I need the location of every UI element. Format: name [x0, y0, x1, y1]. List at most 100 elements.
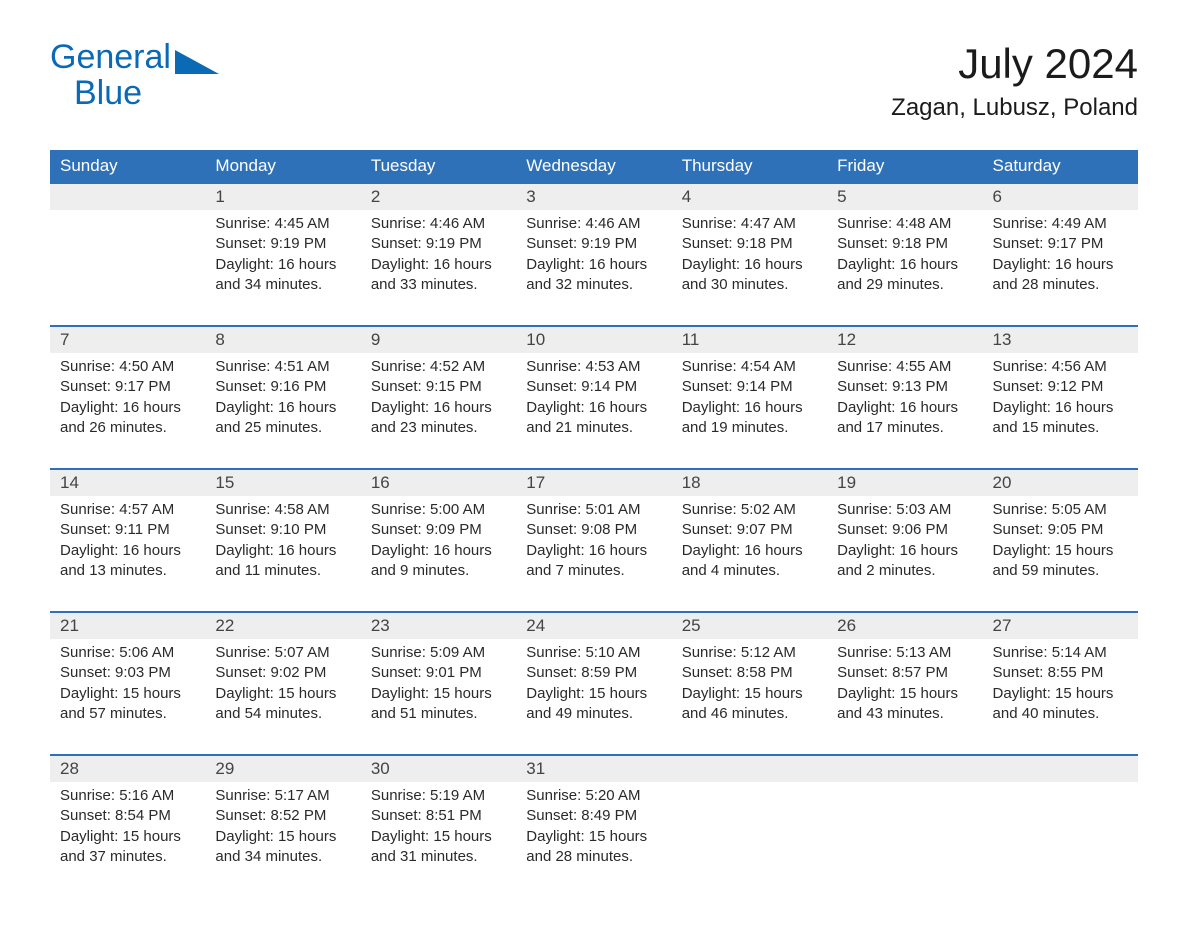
- sunrise-text: Sunrise: 4:53 AM: [526, 357, 661, 377]
- day-header: Monday: [205, 150, 360, 183]
- day-number: 16: [361, 469, 516, 496]
- day-number: 18: [672, 469, 827, 496]
- sunset-text: Sunset: 9:07 PM: [682, 520, 817, 540]
- daylight1-text: Daylight: 15 hours: [682, 684, 817, 704]
- daylight2-text: and 34 minutes.: [215, 275, 350, 295]
- sunrise-text: Sunrise: 4:52 AM: [371, 357, 506, 377]
- daylight2-text: and 28 minutes.: [993, 275, 1128, 295]
- sunset-text: Sunset: 9:19 PM: [215, 234, 350, 254]
- calendar-header-row: Sunday Monday Tuesday Wednesday Thursday…: [50, 150, 1138, 183]
- daylight1-text: Daylight: 16 hours: [682, 541, 817, 561]
- daylight1-text: Daylight: 16 hours: [371, 541, 506, 561]
- daylight2-text: and 23 minutes.: [371, 418, 506, 438]
- content-row: Sunrise: 5:16 AMSunset: 8:54 PMDaylight:…: [50, 782, 1138, 897]
- sunset-text: Sunset: 9:19 PM: [526, 234, 661, 254]
- day-cell: [983, 782, 1138, 897]
- logo-triangle-icon: [175, 44, 219, 74]
- daylight2-text: and 25 minutes.: [215, 418, 350, 438]
- sunset-text: Sunset: 8:52 PM: [215, 806, 350, 826]
- daylight1-text: Daylight: 15 hours: [215, 827, 350, 847]
- sunset-text: Sunset: 8:49 PM: [526, 806, 661, 826]
- sunrise-text: Sunrise: 4:57 AM: [60, 500, 195, 520]
- sunset-text: Sunset: 8:55 PM: [993, 663, 1128, 683]
- sunrise-text: Sunrise: 4:50 AM: [60, 357, 195, 377]
- daylight2-text: and 34 minutes.: [215, 847, 350, 867]
- day-number: 20: [983, 469, 1138, 496]
- day-number: 30: [361, 755, 516, 782]
- sunrise-text: Sunrise: 4:49 AM: [993, 214, 1128, 234]
- day-cell: [672, 782, 827, 897]
- day-number: 7: [50, 326, 205, 353]
- daylight2-text: and 9 minutes.: [371, 561, 506, 581]
- sunset-text: Sunset: 9:01 PM: [371, 663, 506, 683]
- day-cell: Sunrise: 4:49 AMSunset: 9:17 PMDaylight:…: [983, 210, 1138, 326]
- daylight2-text: and 4 minutes.: [682, 561, 817, 581]
- content-row: Sunrise: 4:45 AMSunset: 9:19 PMDaylight:…: [50, 210, 1138, 326]
- day-cell: Sunrise: 4:57 AMSunset: 9:11 PMDaylight:…: [50, 496, 205, 612]
- content-row: Sunrise: 4:57 AMSunset: 9:11 PMDaylight:…: [50, 496, 1138, 612]
- daylight1-text: Daylight: 16 hours: [837, 255, 972, 275]
- daylight2-text: and 54 minutes.: [215, 704, 350, 724]
- daylight2-text: and 19 minutes.: [682, 418, 817, 438]
- sunset-text: Sunset: 9:09 PM: [371, 520, 506, 540]
- day-cell: Sunrise: 4:48 AMSunset: 9:18 PMDaylight:…: [827, 210, 982, 326]
- day-number: 28: [50, 755, 205, 782]
- daylight2-text: and 21 minutes.: [526, 418, 661, 438]
- day-cell: Sunrise: 5:12 AMSunset: 8:58 PMDaylight:…: [672, 639, 827, 755]
- sunset-text: Sunset: 8:51 PM: [371, 806, 506, 826]
- sunrise-text: Sunrise: 5:20 AM: [526, 786, 661, 806]
- day-number: 23: [361, 612, 516, 639]
- daylight1-text: Daylight: 16 hours: [60, 541, 195, 561]
- daylight1-text: Daylight: 16 hours: [682, 398, 817, 418]
- sunrise-text: Sunrise: 4:55 AM: [837, 357, 972, 377]
- day-number: 25: [672, 612, 827, 639]
- sunrise-text: Sunrise: 5:02 AM: [682, 500, 817, 520]
- day-number: [50, 183, 205, 210]
- sunrise-text: Sunrise: 4:51 AM: [215, 357, 350, 377]
- daynum-row: 28293031: [50, 755, 1138, 782]
- logo-line2: Blue: [74, 76, 171, 112]
- daylight1-text: Daylight: 15 hours: [993, 684, 1128, 704]
- day-cell: Sunrise: 5:16 AMSunset: 8:54 PMDaylight:…: [50, 782, 205, 897]
- daylight2-text: and 13 minutes.: [60, 561, 195, 581]
- sunset-text: Sunset: 9:17 PM: [993, 234, 1128, 254]
- day-cell: Sunrise: 5:17 AMSunset: 8:52 PMDaylight:…: [205, 782, 360, 897]
- sunset-text: Sunset: 9:02 PM: [215, 663, 350, 683]
- sunrise-text: Sunrise: 5:09 AM: [371, 643, 506, 663]
- day-header: Thursday: [672, 150, 827, 183]
- daylight2-text: and 43 minutes.: [837, 704, 972, 724]
- day-cell: Sunrise: 4:46 AMSunset: 9:19 PMDaylight:…: [361, 210, 516, 326]
- daylight1-text: Daylight: 15 hours: [371, 684, 506, 704]
- daylight2-text: and 26 minutes.: [60, 418, 195, 438]
- daylight2-text: and 37 minutes.: [60, 847, 195, 867]
- sunset-text: Sunset: 9:03 PM: [60, 663, 195, 683]
- daylight2-text: and 28 minutes.: [526, 847, 661, 867]
- daynum-row: 123456: [50, 183, 1138, 210]
- day-number: 24: [516, 612, 671, 639]
- sunset-text: Sunset: 9:18 PM: [682, 234, 817, 254]
- logo-text: General Blue: [50, 40, 171, 111]
- sunset-text: Sunset: 9:06 PM: [837, 520, 972, 540]
- sunrise-text: Sunrise: 4:58 AM: [215, 500, 350, 520]
- title-block: July 2024 Zagan, Lubusz, Poland: [891, 40, 1138, 122]
- sunset-text: Sunset: 9:14 PM: [526, 377, 661, 397]
- daylight2-text: and 49 minutes.: [526, 704, 661, 724]
- daylight1-text: Daylight: 16 hours: [837, 541, 972, 561]
- day-number: 21: [50, 612, 205, 639]
- daynum-row: 21222324252627: [50, 612, 1138, 639]
- daylight1-text: Daylight: 16 hours: [215, 255, 350, 275]
- sunrise-text: Sunrise: 4:54 AM: [682, 357, 817, 377]
- daylight1-text: Daylight: 16 hours: [993, 255, 1128, 275]
- day-number: 13: [983, 326, 1138, 353]
- day-cell: Sunrise: 5:09 AMSunset: 9:01 PMDaylight:…: [361, 639, 516, 755]
- daylight1-text: Daylight: 15 hours: [993, 541, 1128, 561]
- daylight2-text: and 11 minutes.: [215, 561, 350, 581]
- daylight1-text: Daylight: 15 hours: [371, 827, 506, 847]
- daylight1-text: Daylight: 16 hours: [526, 255, 661, 275]
- day-cell: Sunrise: 5:03 AMSunset: 9:06 PMDaylight:…: [827, 496, 982, 612]
- daylight2-text: and 32 minutes.: [526, 275, 661, 295]
- daylight1-text: Daylight: 15 hours: [60, 827, 195, 847]
- day-cell: Sunrise: 4:46 AMSunset: 9:19 PMDaylight:…: [516, 210, 671, 326]
- day-number: [983, 755, 1138, 782]
- day-header: Sunday: [50, 150, 205, 183]
